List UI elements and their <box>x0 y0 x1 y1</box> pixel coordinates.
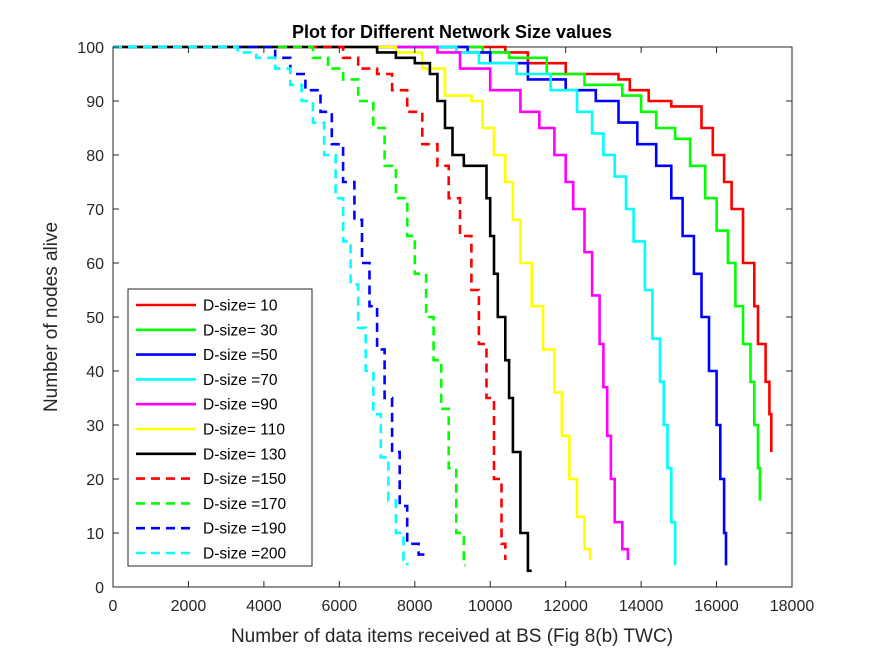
x-tick-label: 18000 <box>770 598 815 615</box>
x-tick-label: 0 <box>109 598 118 615</box>
y-tick-label: 70 <box>86 202 104 219</box>
legend-box <box>127 288 313 567</box>
series-line-4 <box>113 45 677 566</box>
y-tick-label: 0 <box>95 580 104 597</box>
axis-ticks: 0 2000 4000 6000 8000 10000 12000 14000 16000 180… <box>77 40 814 615</box>
y-tick-label: 100 <box>77 40 104 57</box>
x-tick-label: 10000 <box>468 598 513 615</box>
x-tick-label: 12000 <box>543 598 588 615</box>
chart-title: Plot for Different Network Size values <box>292 22 612 42</box>
x-tick-label: 2000 <box>171 598 207 615</box>
legend-label-10: D-size =190 <box>203 521 287 538</box>
legend-label-1: D-size= 10 <box>203 298 278 315</box>
series-line-11 <box>113 45 409 566</box>
legend-label-3: D-size =50 <box>203 347 278 364</box>
series-line-1 <box>113 45 773 452</box>
y-tick-label: 40 <box>86 364 104 381</box>
series-line-5 <box>113 45 630 560</box>
x-tick-label: 14000 <box>619 598 664 615</box>
legend-label-9: D-size =170 <box>203 496 287 513</box>
x-tick-label: 8000 <box>397 598 433 615</box>
series-line-10 <box>113 45 430 556</box>
y-tick-label: 30 <box>86 418 104 435</box>
legend-label-2: D-size= 30 <box>203 322 278 339</box>
y-axis-label: Number of nodes alive <box>41 222 62 412</box>
x-tick-label: 6000 <box>322 598 358 615</box>
y-tick-label: 80 <box>86 148 104 165</box>
y-tick-label: 50 <box>86 310 104 327</box>
legend-label-11: D-size =200 <box>203 546 287 563</box>
y-tick-label: 90 <box>86 94 104 111</box>
legend-label-5: D-size =90 <box>203 397 278 414</box>
y-tick-label: 10 <box>86 526 104 543</box>
series-line-7 <box>113 45 532 573</box>
x-axis-label: Number of data items received at BS (Fig… <box>231 626 673 647</box>
x-tick-label: 16000 <box>694 598 739 615</box>
series-line-8 <box>113 45 507 560</box>
legend-label-7: D-size= 130 <box>203 446 287 463</box>
y-tick-label: 20 <box>86 472 104 489</box>
legend: D-size= 10 D-size= 30 D-size =50 D-size =70… <box>127 288 313 567</box>
y-tick-label: 60 <box>86 256 104 273</box>
x-tick-label: 4000 <box>246 598 282 615</box>
legend-label-6: D-size= 110 <box>203 422 285 439</box>
series-line-6 <box>113 45 592 560</box>
legend-label-4: D-size =70 <box>203 372 278 389</box>
series-lines <box>113 45 773 573</box>
legend-label-8: D-size =150 <box>203 471 287 488</box>
